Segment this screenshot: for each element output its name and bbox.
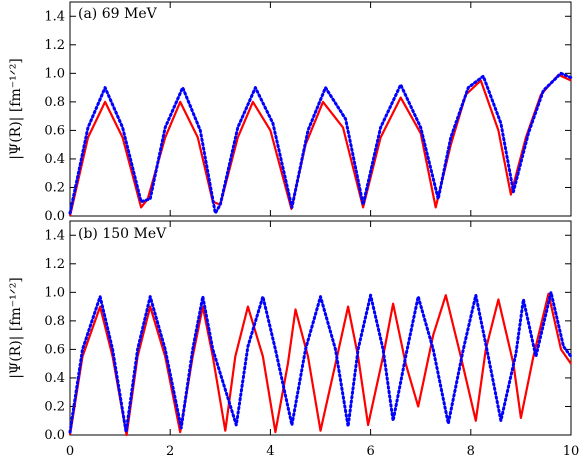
ytick-label: 0.4: [44, 152, 65, 167]
xtick-label: 8: [467, 444, 475, 459]
ytick-label: 0.6: [44, 342, 65, 357]
xtick-label: 4: [266, 444, 274, 459]
solid-series-line: [68, 292, 572, 437]
dotted-series-line: [68, 290, 573, 434]
xtick-label: 10: [563, 444, 580, 459]
xtick-label: 6: [366, 444, 374, 459]
panel-b-ylabel: |Ψ(R)| [fm⁻¹ᐟ²]: [8, 277, 24, 379]
panel-a-label: (a) 69 MeV: [78, 6, 158, 22]
panel-a: 0.0 0.2 0.4 0.6 0.8 1.0 1.2 1.4 (a) 69 MeV |Ψ(R…: [8, 1, 573, 224]
ytick-label: 1.2: [44, 38, 65, 53]
panel-b-series: [68, 290, 573, 437]
ytick-label: 1.2: [44, 257, 65, 272]
ytick-label: 0.8: [44, 95, 65, 110]
panel-b-label: (b) 150 MeV: [78, 226, 167, 242]
panel-a-frame: [69, 1, 572, 217]
dotted-series-line: [68, 71, 573, 215]
panel-a-ylabel: |Ψ(R)| [fm⁻¹ᐟ²]: [8, 58, 24, 160]
ytick-label: 0.4: [44, 371, 65, 386]
ytick-label: 0.2: [44, 180, 65, 195]
ytick-label: 0.6: [44, 123, 65, 138]
ytick-label: 0.0: [44, 209, 65, 224]
ytick-label: 0.0: [44, 428, 65, 443]
panel-b-ticks: 0.0 0.2 0.4 0.6 0.8 1.0 1.2 1.4 0 2 4 6 8 10: [44, 221, 579, 459]
panel-b-frame: [69, 220, 572, 436]
panel-a-ticks: 0.0 0.2 0.4 0.6 0.8 1.0 1.2 1.4: [44, 2, 572, 224]
ytick-label: 0.2: [44, 399, 65, 414]
panel-a-series: [68, 71, 573, 217]
ytick-label: 0.8: [44, 314, 65, 329]
xtick-label: 0: [66, 444, 74, 459]
panel-b: 0.0 0.2 0.4 0.6 0.8 1.0 1.2 1.4 0 2 4 6 8 10 (b) 150 …: [8, 220, 579, 459]
ytick-label: 1.4: [44, 228, 65, 243]
ytick-label: 1.0: [44, 66, 65, 81]
ytick-label: 1.0: [44, 285, 65, 300]
xtick-label: 2: [166, 444, 174, 459]
ytick-label: 1.4: [44, 9, 65, 24]
solid-series-line: [68, 73, 572, 217]
